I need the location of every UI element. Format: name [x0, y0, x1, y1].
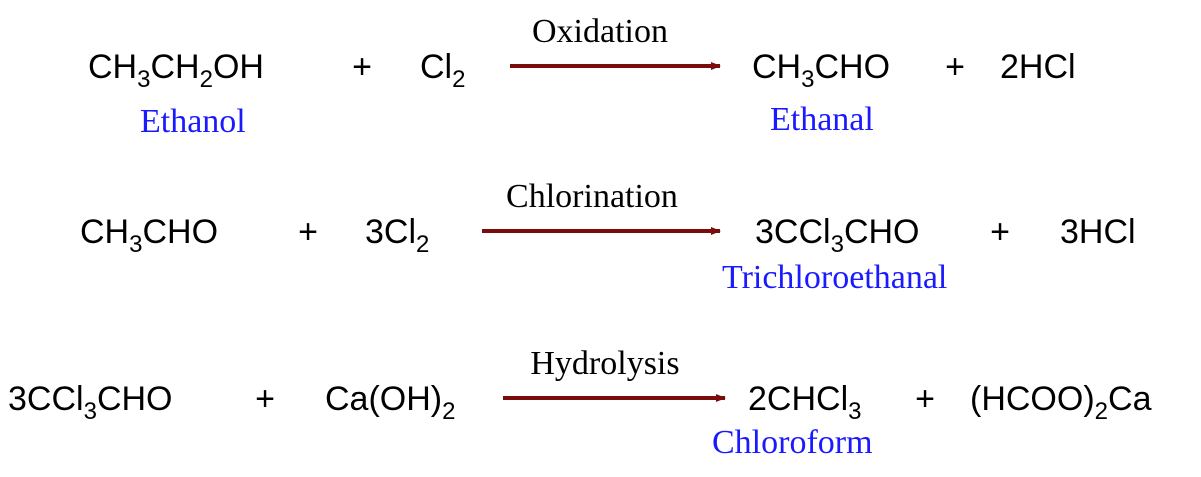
reactant: Cl2 — [420, 48, 465, 93]
product-name: Trichloroethanal — [722, 259, 947, 296]
reactant-name: Ethanol — [140, 103, 246, 140]
reaction-condition: Oxidation — [532, 13, 668, 50]
reactant: CH3CHO — [80, 213, 218, 258]
product: 2CHCl3 — [748, 380, 861, 425]
product: CH3CHO — [752, 48, 890, 93]
plus-sign: + — [915, 380, 935, 418]
plus-sign: + — [352, 48, 372, 86]
reactant: CH3CH2OH — [88, 48, 264, 93]
plus-sign: + — [255, 380, 275, 418]
plus-sign: + — [990, 213, 1010, 251]
reaction-condition: Hydrolysis — [530, 345, 679, 382]
product: 3HCl — [1060, 213, 1136, 251]
product-name: Chloroform — [712, 424, 873, 461]
reactant: Ca(OH)2 — [325, 380, 455, 425]
product: 2HCl — [1000, 48, 1076, 86]
product: (HCOO)2Ca — [970, 380, 1152, 425]
product-name: Ethanal — [770, 101, 874, 138]
plus-sign: + — [298, 213, 318, 251]
plus-sign: + — [945, 48, 965, 86]
reaction-condition: Chlorination — [506, 178, 678, 215]
product: 3CCl3CHO — [755, 213, 920, 258]
reactant: 3CCl3CHO — [8, 380, 173, 425]
reactant: 3Cl2 — [365, 213, 429, 258]
